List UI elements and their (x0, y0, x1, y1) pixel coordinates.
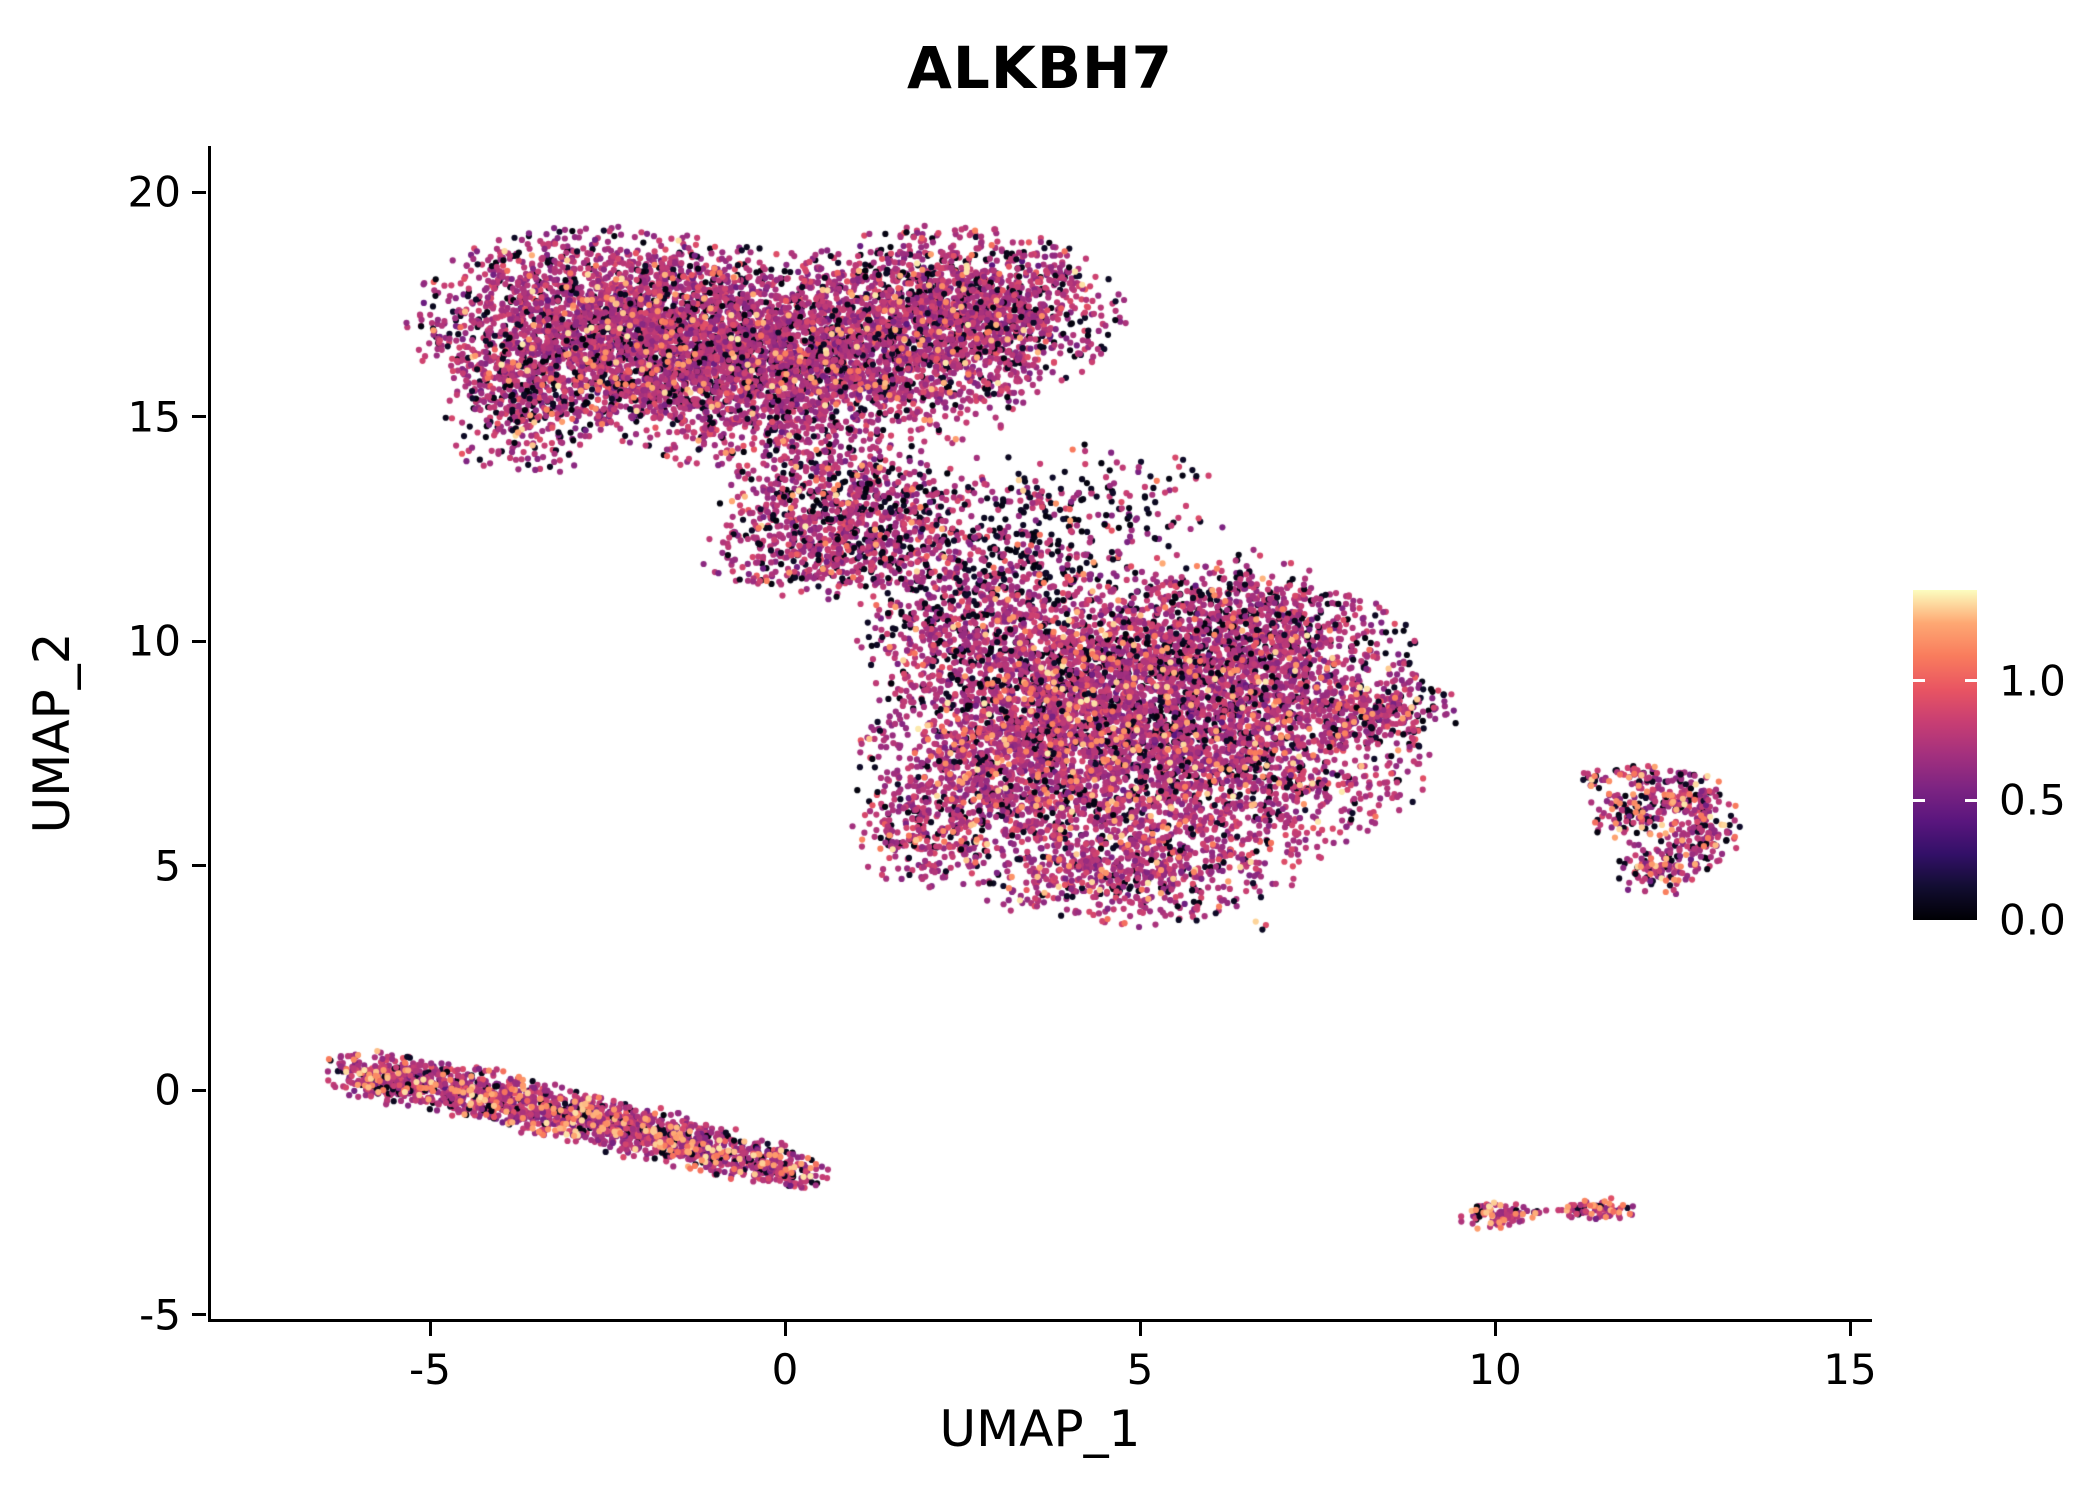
plot-title: ALKBH7 (907, 34, 1173, 102)
colorbar-label: 0.0 (1999, 895, 2066, 945)
y-tick-label: 10 (127, 616, 181, 666)
colorbar-gradient (1913, 590, 1977, 920)
y-tick-mark (192, 864, 206, 867)
x-tick-mark (428, 1322, 432, 1336)
y-tick-mark (192, 190, 206, 194)
y-tick-label: 15 (127, 392, 181, 441)
y-tick-mark (192, 1088, 206, 1092)
y-tick-label: 0 (154, 1065, 181, 1115)
colorbar-label: 0.5 (1999, 775, 2066, 825)
x-tick-mark (783, 1322, 787, 1336)
x-tick-label: -5 (409, 1345, 451, 1394)
y-axis-title: UMAP_2 (23, 632, 81, 834)
y-tick-label: 20 (127, 167, 181, 217)
colorbar-tick-mark (1965, 798, 1977, 802)
colorbar-tick-mark (1913, 798, 1925, 802)
x-tick-label: 15 (1823, 1345, 1877, 1394)
y-tick-mark (192, 639, 206, 643)
y-tick-label: -5 (139, 1290, 181, 1339)
x-tick-label: 10 (1468, 1345, 1522, 1394)
y-axis-line (207, 146, 211, 1322)
x-tick-label: 5 (1126, 1345, 1154, 1394)
x-tick-mark (1848, 1322, 1852, 1336)
y-tick-mark (192, 1313, 206, 1316)
x-tick-mark (1493, 1322, 1497, 1336)
y-tick-mark (192, 415, 206, 418)
x-axis-line (207, 1319, 1872, 1322)
y-tick-label: 5 (154, 841, 181, 890)
x-axis-title: UMAP_1 (939, 1400, 1141, 1458)
colorbar-tick-mark (1913, 679, 1925, 683)
x-tick-label: 0 (771, 1345, 799, 1394)
colorbar-label: 1.0 (1999, 656, 2066, 706)
x-tick-mark (1138, 1322, 1142, 1336)
colorbar-tick-mark (1965, 679, 1977, 683)
